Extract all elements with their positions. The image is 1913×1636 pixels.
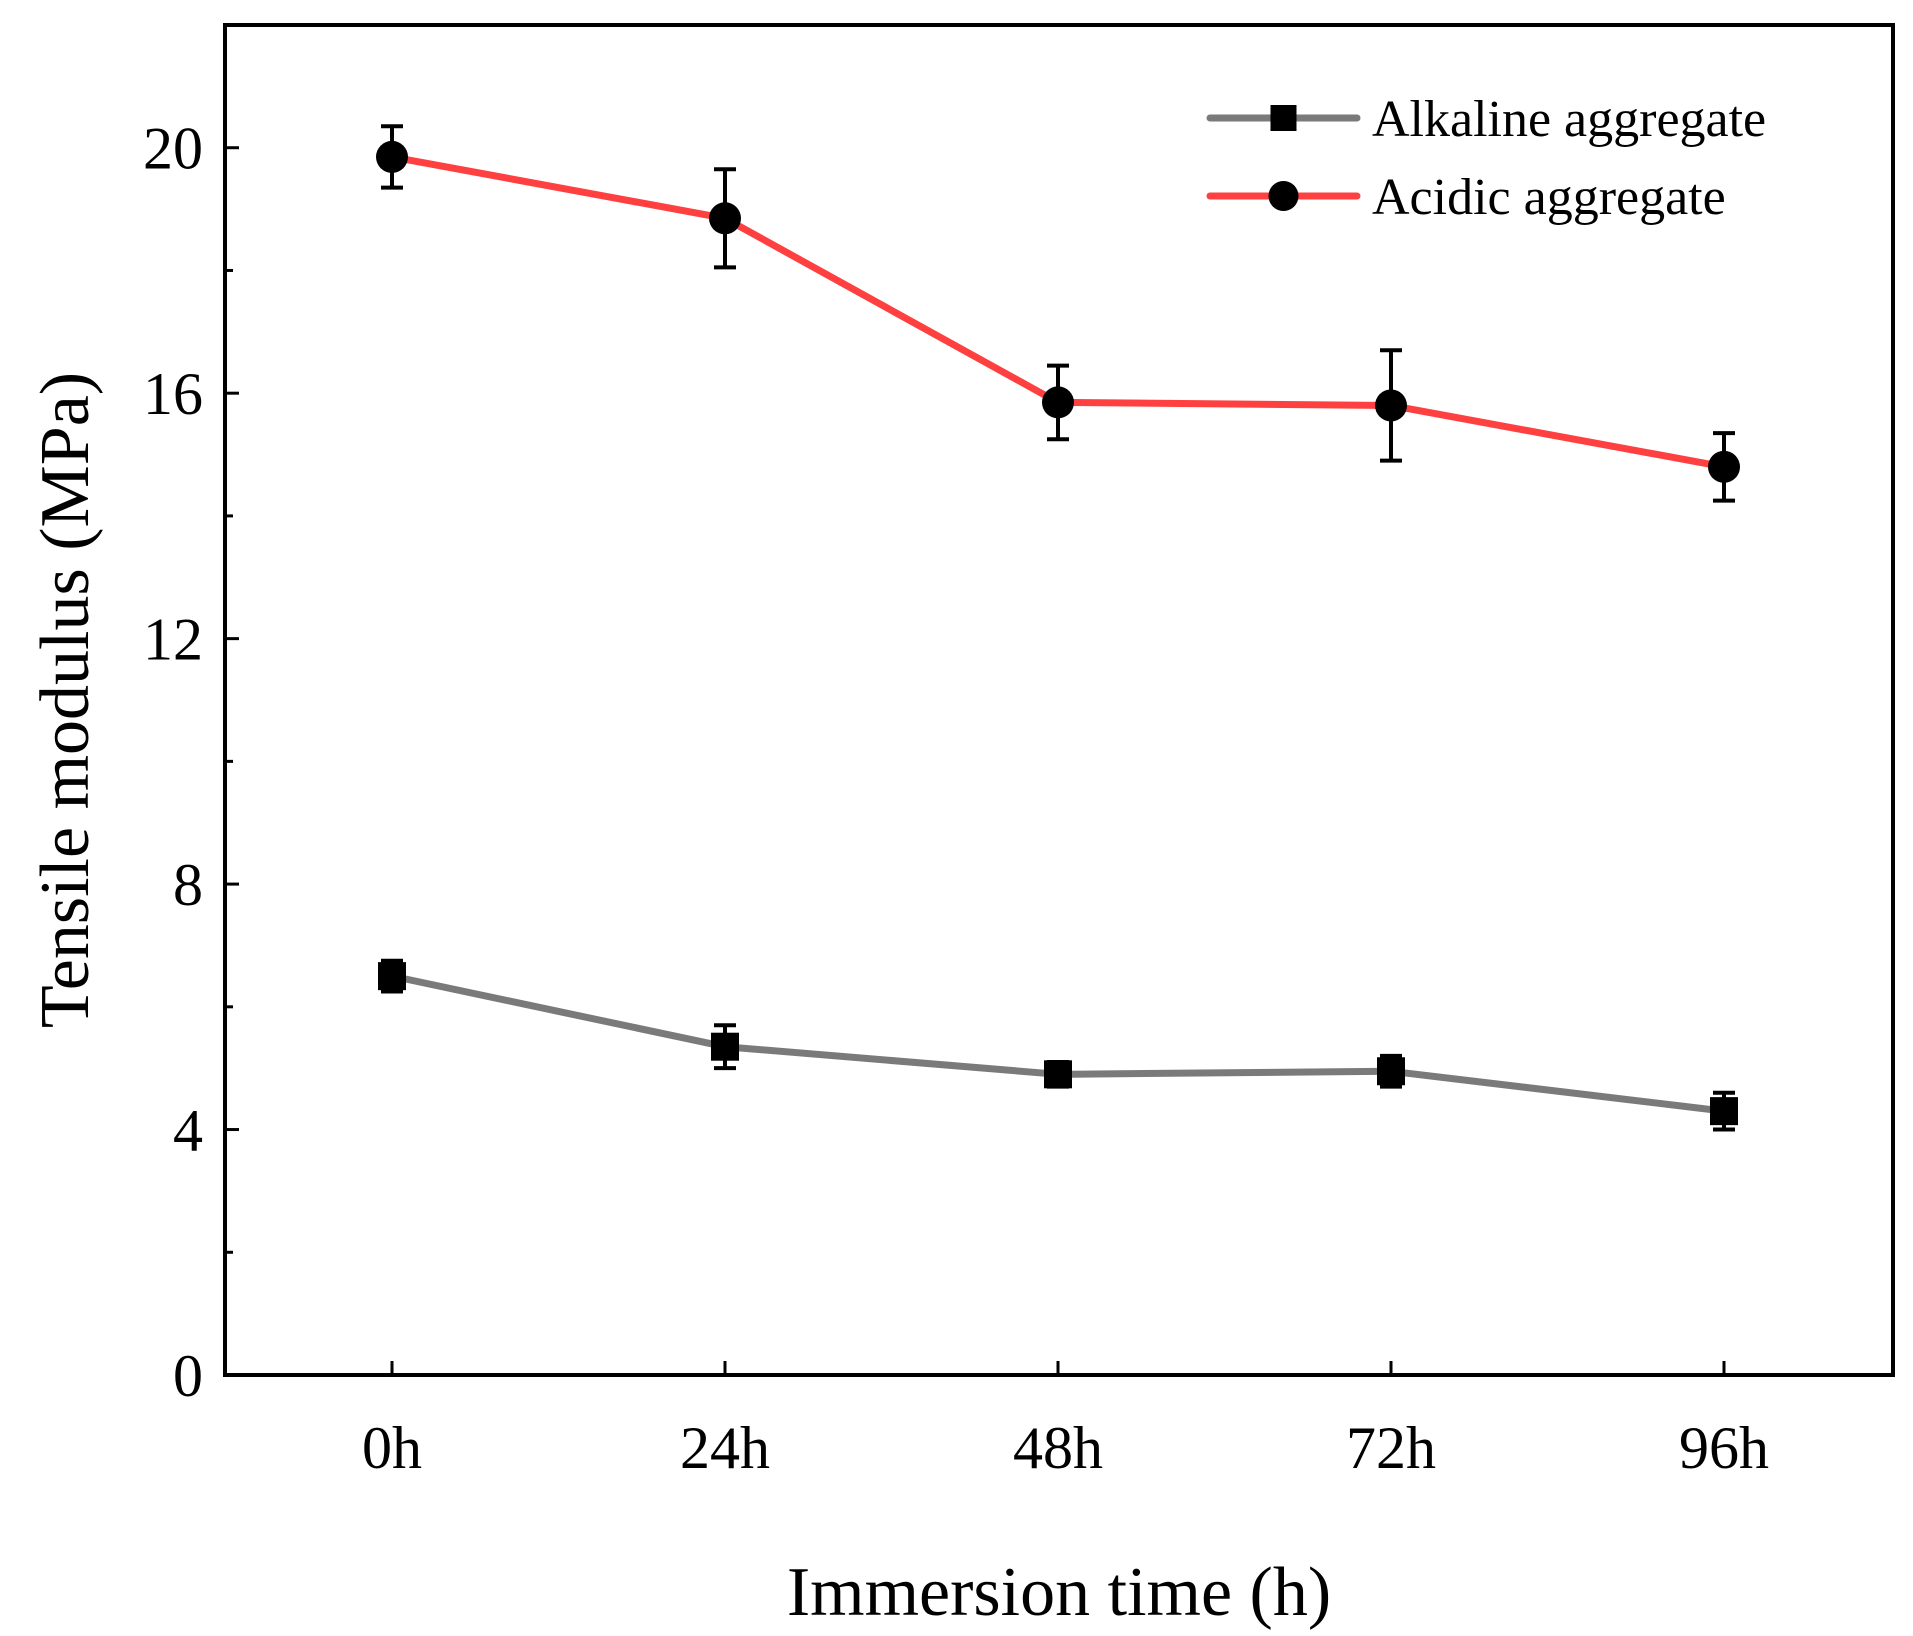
y-tick-label: 4 <box>173 1098 203 1164</box>
legend-marker <box>1270 105 1297 131</box>
plot-frame <box>223 23 1895 1377</box>
legend-label: Alkaline aggregate <box>1372 91 1766 148</box>
data-point <box>711 1032 739 1061</box>
y-axis-title: Tensile modulus (MPa) <box>27 372 104 1028</box>
data-point <box>1708 450 1740 483</box>
x-axis-title: Immersion time (h) <box>787 1554 1331 1631</box>
series-line <box>391 972 1725 1115</box>
data-point <box>1375 389 1407 422</box>
series-layer <box>376 124 1740 1132</box>
data-point <box>1042 386 1074 419</box>
legend-item: Acidic aggregate <box>1206 169 1726 226</box>
x-tick-label: 96h <box>1679 1415 1769 1481</box>
x-tick-label: 48h <box>1013 1415 1103 1481</box>
data-point <box>709 202 741 235</box>
legend: Alkaline aggregate Acidic aggregate <box>1206 91 1766 226</box>
legend-marker <box>1268 181 1299 211</box>
x-tick-label: 24h <box>680 1415 770 1481</box>
y-tick-label: 0 <box>173 1343 203 1409</box>
legend-label: Acidic aggregate <box>1372 169 1726 226</box>
y-tick-label: 8 <box>173 852 203 918</box>
data-point <box>378 962 406 991</box>
data-point <box>1710 1097 1738 1126</box>
data-point <box>1377 1057 1405 1086</box>
x-axis: 0h 24h 48h 72h 96h <box>362 1361 1769 1481</box>
series-1 <box>378 958 1738 1132</box>
x-tick-label: 0h <box>362 1415 422 1481</box>
x-tick-label: 72h <box>1346 1415 1436 1481</box>
y-tick-label: 20 <box>143 116 203 182</box>
legend-item: Alkaline aggregate <box>1206 91 1766 148</box>
data-point <box>376 140 408 173</box>
data-point <box>1044 1060 1072 1089</box>
y-axis: 0 4 8 12 16 20 <box>143 116 239 1409</box>
y-tick-label: 12 <box>143 607 203 673</box>
series-2 <box>376 124 1740 503</box>
y-tick-label: 16 <box>143 361 203 427</box>
